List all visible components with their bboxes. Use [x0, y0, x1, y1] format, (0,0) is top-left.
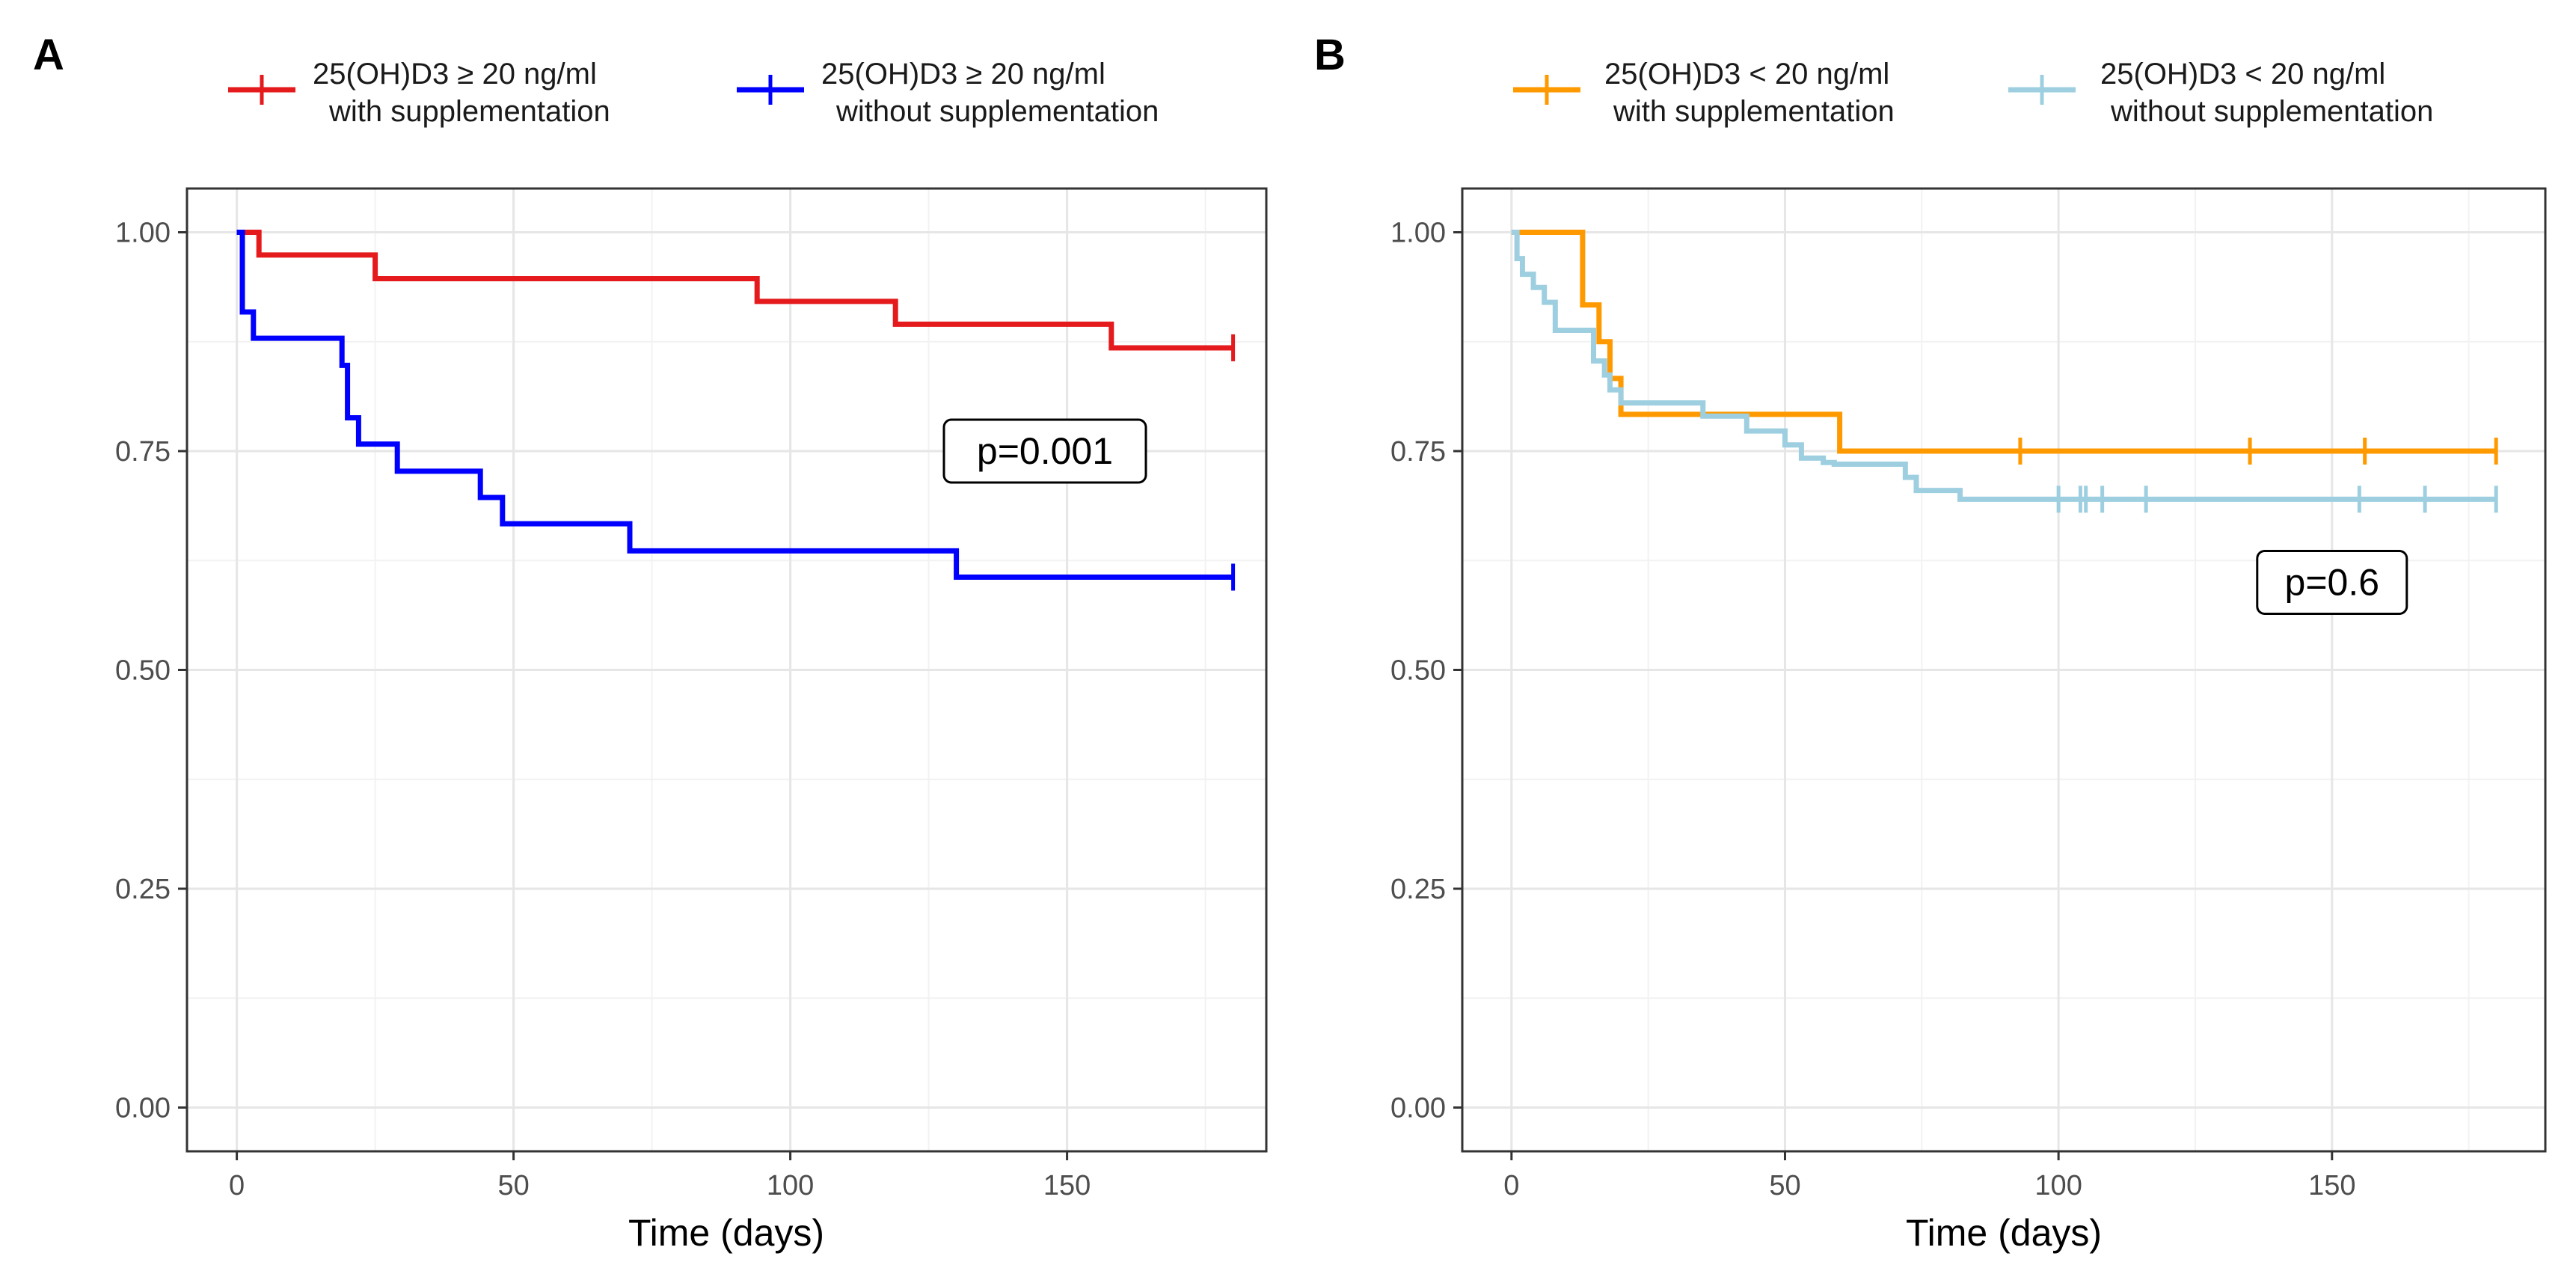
x-axis-title: Time (days): [1906, 1212, 2102, 1254]
x-tick-label: 150: [1043, 1170, 1091, 1201]
y-tick-label: 0.25: [1390, 874, 1446, 905]
p-value-frame: [2256, 550, 2408, 615]
legend-item: 25(OH)D3 ≥ 20 ng/ml with supplementation: [228, 58, 610, 128]
x-tick-label: 100: [2034, 1170, 2082, 1201]
p-value-box: p=0.6: [2256, 550, 2408, 615]
p-value-frame: [942, 418, 1147, 484]
x-tick-label: 100: [767, 1170, 814, 1201]
legend: 25(OH)D3 < 20 ng/ml with supplementation…: [1513, 58, 2433, 128]
panel-a: A 25(OH)D3 ≥ 20 ng/ml with supplementati…: [33, 31, 1268, 1254]
x-tick-label: 50: [497, 1170, 529, 1201]
survival-curve: [236, 230, 1233, 351]
y-tick-label: 0.00: [1390, 1093, 1446, 1124]
legend-item: 25(OH)D3 < 20 ng/ml without supplementat…: [2008, 58, 2433, 128]
legend-label-line1: 25(OH)D3 < 20 ng/ml: [1604, 58, 1889, 91]
panel-label: A: [33, 31, 64, 79]
legend-label-line1: 25(OH)D3 ≥ 20 ng/ml: [821, 58, 1105, 91]
y-tick-label: 0.00: [115, 1093, 171, 1124]
legend-label-line2: without supplementation: [2110, 95, 2433, 128]
legend-label-line2: without supplementation: [835, 95, 1159, 128]
axes: 0 50 100 150 0.00 0.25 0.50 0.75 1.00: [1390, 218, 2355, 1202]
x-tick-label: 0: [1503, 1170, 1519, 1201]
panel-b: B 25(OH)D3 < 20 ng/ml with supplementati…: [1314, 31, 2547, 1254]
y-tick-label: 1.00: [115, 218, 171, 249]
panel-label: B: [1314, 31, 1346, 79]
x-tick-label: 150: [2308, 1170, 2355, 1201]
legend-label-line1: 25(OH)D3 ≥ 20 ng/ml: [313, 58, 597, 91]
y-tick-label: 0.50: [1390, 655, 1446, 687]
legend-label-line2: with supplementation: [328, 95, 610, 128]
legend-item: 25(OH)D3 < 20 ng/ml with supplementation: [1513, 58, 1895, 128]
y-tick-label: 0.75: [1390, 436, 1446, 468]
axes: 0 50 100 150 0.00 0.25 0.50 0.75 1.00: [115, 218, 1091, 1202]
x-tick-label: 50: [1769, 1170, 1800, 1201]
survival-curve: [1511, 230, 2497, 502]
series-layer: [236, 230, 1236, 591]
survival-curve: [236, 230, 1233, 580]
series-layer: [1511, 230, 2498, 513]
legend: 25(OH)D3 ≥ 20 ng/ml with supplementation…: [228, 58, 1159, 128]
p-value-label: p=0.6: [2285, 562, 2380, 604]
legend-item: 25(OH)D3 ≥ 20 ng/ml without supplementat…: [737, 58, 1159, 128]
grid: [187, 189, 1266, 1151]
legend-label-line2: with supplementation: [1613, 95, 1895, 128]
y-tick-label: 0.25: [115, 874, 171, 905]
x-axis-title: Time (days): [628, 1212, 824, 1254]
y-tick-label: 0.75: [115, 436, 171, 468]
x-tick-label: 0: [229, 1170, 245, 1201]
p-value-label: p=0.001: [977, 430, 1113, 472]
legend-label-line1: 25(OH)D3 < 20 ng/ml: [2100, 58, 2385, 91]
p-value-box: p=0.001: [942, 418, 1147, 484]
y-tick-label: 1.00: [1390, 218, 1446, 249]
y-tick-label: 0.50: [115, 655, 171, 687]
survival-curve: [1511, 230, 2497, 454]
grid: [1462, 189, 2545, 1151]
